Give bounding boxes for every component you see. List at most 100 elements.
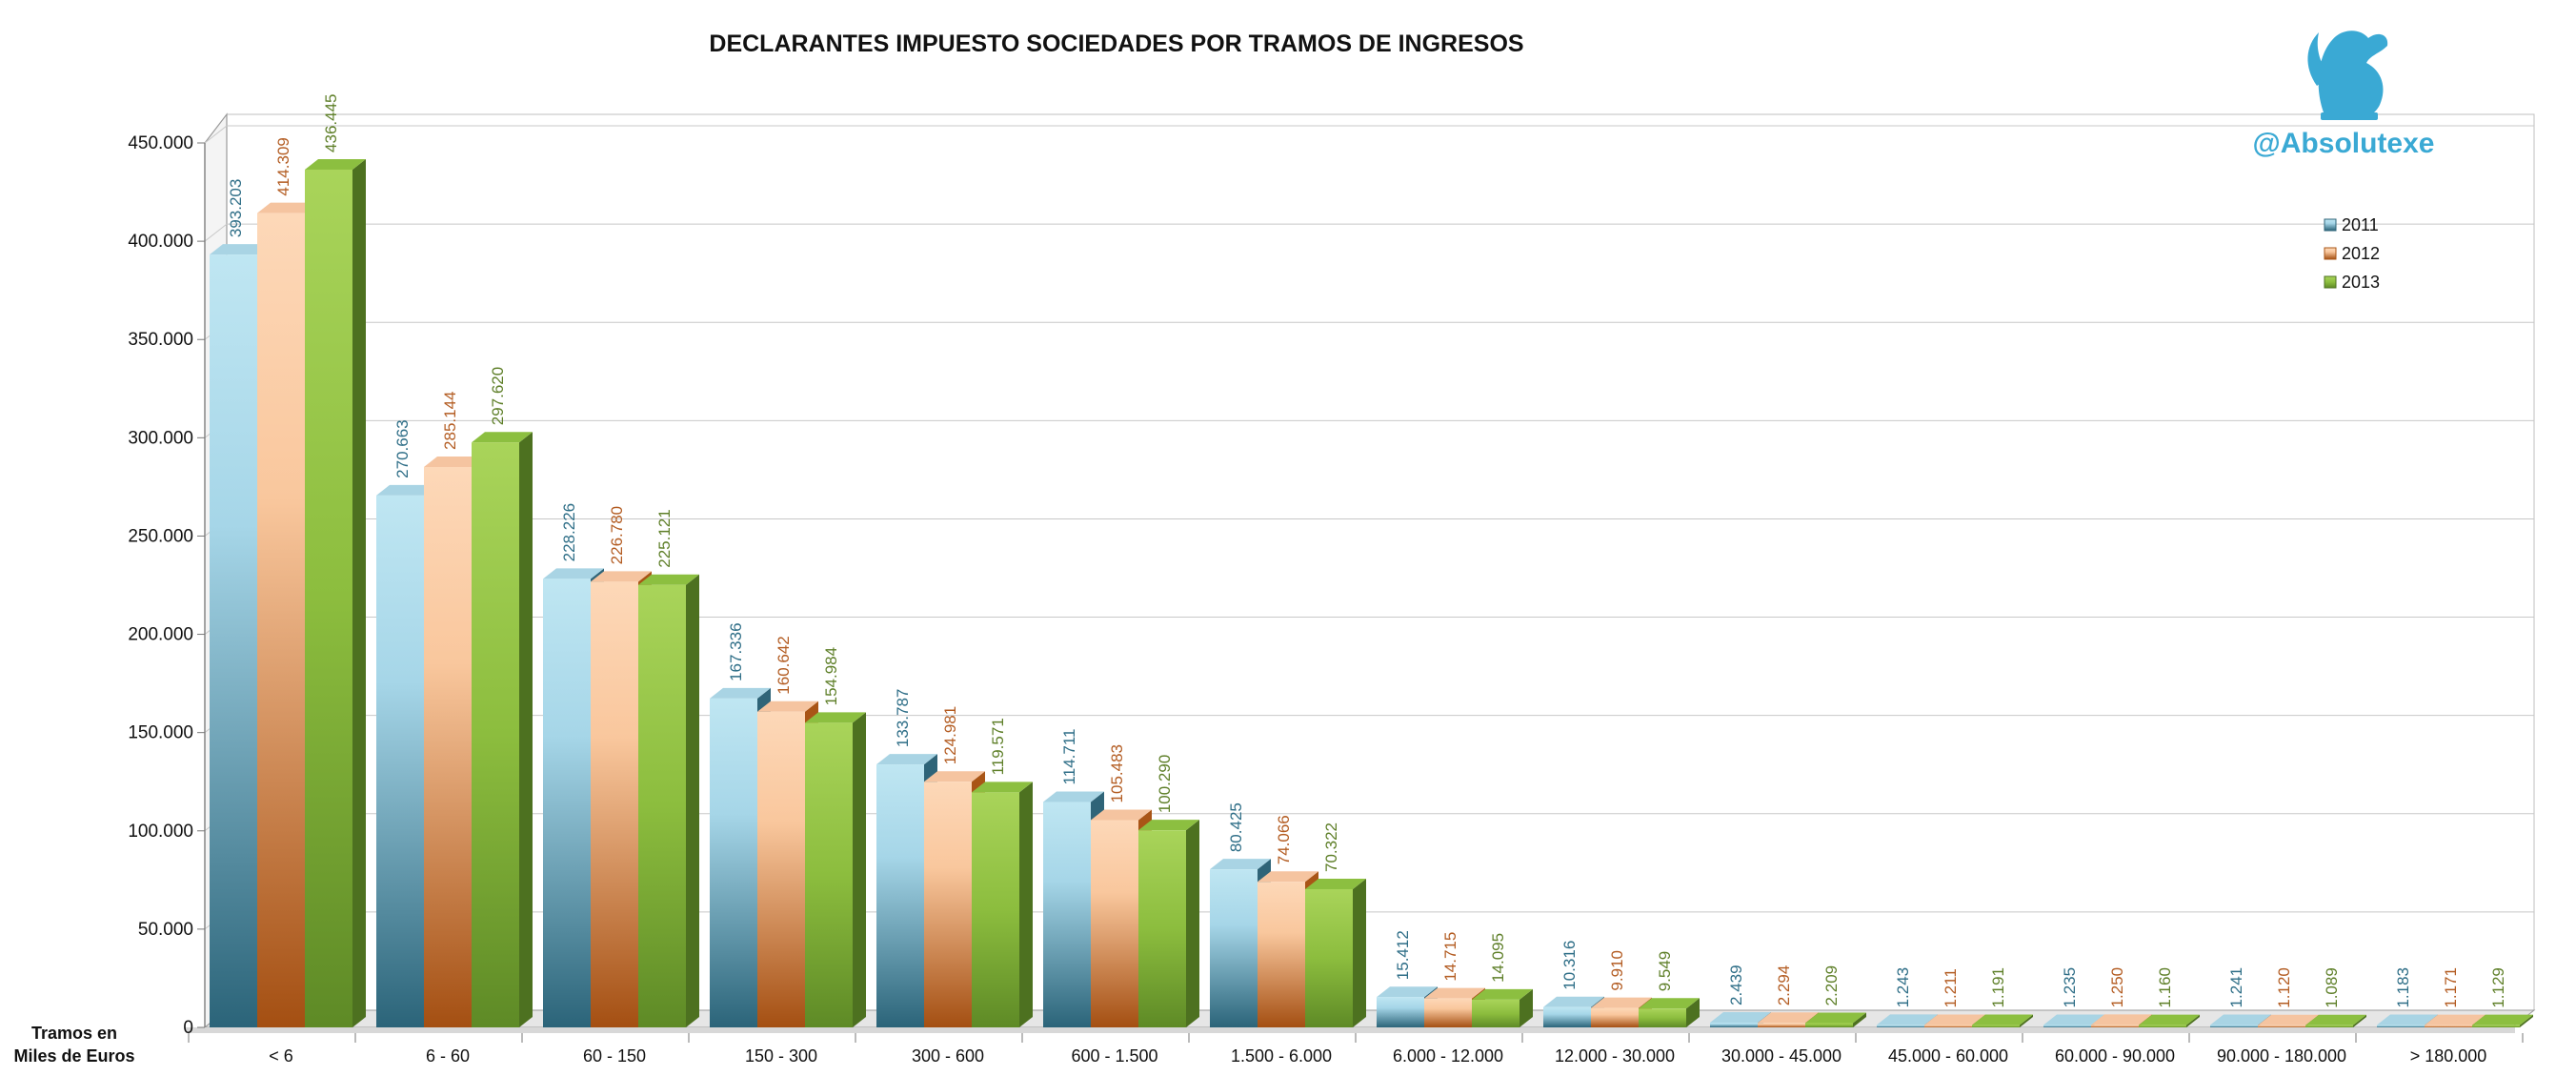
bar-front	[2472, 1025, 2520, 1027]
bar-front	[2210, 1025, 2258, 1027]
bar-top	[424, 456, 485, 467]
bar-front	[210, 254, 257, 1027]
data-label-2011: 228.226	[560, 503, 578, 561]
data-label-2011: 167.336	[727, 622, 745, 680]
bar-top	[591, 571, 652, 582]
bar-top	[1305, 878, 1366, 889]
bar-top	[1877, 1014, 1938, 1025]
data-label-2012: 226.780	[608, 506, 626, 564]
bar-2012	[1258, 871, 1318, 1027]
bar-front	[1758, 1023, 1805, 1027]
legend-item-2013: 2013	[2324, 273, 2380, 292]
data-label-2011: 270.663	[393, 419, 412, 477]
bar-2013	[1972, 1014, 2033, 1027]
bar-top	[2258, 1014, 2319, 1025]
data-label-2013: 9.549	[1656, 951, 1674, 992]
bar-side	[853, 712, 866, 1027]
bar-top	[2139, 1014, 2200, 1025]
data-label-2012: 74.066	[1275, 815, 1293, 864]
bar-top	[2305, 1014, 2366, 1025]
bar-top	[710, 687, 771, 699]
gridline-side	[204, 125, 228, 144]
x-axis-ticks: < 6 6 - 60 60 - 150 150 - 300 300 - 600 600 -…	[188, 1033, 2524, 1066]
data-label-2012: 1.171	[2442, 967, 2460, 1008]
x-tick-label: 1.500 - 6.000	[1231, 1046, 1332, 1066]
bar-front	[972, 792, 1019, 1027]
bar-2013	[1138, 820, 1199, 1027]
bar-front	[1543, 1006, 1591, 1027]
y-tick-label: 450.000	[128, 133, 193, 153]
bar-front	[1091, 820, 1138, 1027]
data-label-2013: 1.191	[1989, 967, 2007, 1008]
bar-2013	[2472, 1014, 2533, 1027]
bar-2013	[638, 574, 699, 1027]
bar-front	[591, 581, 638, 1027]
x-tick-label: 45.000 - 60.000	[1888, 1046, 2008, 1066]
bar-front	[1639, 1008, 1686, 1027]
bar-top	[376, 484, 437, 496]
x-tick-label: 150 - 300	[745, 1046, 817, 1066]
bar-top	[1091, 809, 1152, 821]
data-label-2013: 1.129	[2489, 967, 2507, 1008]
x-tick-label: 60.000 - 90.000	[2055, 1046, 2175, 1066]
bar-front	[1305, 888, 1353, 1027]
bar-top	[972, 782, 1033, 793]
bar-top	[2091, 1014, 2152, 1025]
bar-top	[305, 158, 366, 170]
data-label-2011: 114.711	[1060, 729, 1078, 785]
data-label-2012: 124.981	[941, 706, 959, 764]
data-label-2011: 393.203	[227, 179, 245, 237]
bar-front	[257, 213, 305, 1027]
data-label-2011: 2.439	[1727, 964, 1745, 1005]
bar-2013	[2139, 1014, 2200, 1027]
bar-front	[876, 764, 924, 1027]
bar-front	[805, 722, 853, 1027]
bar-side	[1519, 988, 1533, 1027]
x-tick-label: 300 - 600	[912, 1046, 984, 1066]
bar-front	[2377, 1025, 2425, 1027]
legend-swatch	[2324, 218, 2337, 232]
y-tick-label: 350.000	[128, 330, 193, 350]
y-tick-label: 150.000	[128, 723, 193, 743]
data-label-2012: 1.250	[2108, 967, 2126, 1008]
bar-top	[2210, 1014, 2271, 1025]
y-tick-label: 250.000	[128, 526, 193, 546]
bar-front	[1710, 1022, 1758, 1027]
bar-top	[210, 244, 271, 255]
data-label-2013: 2.209	[1822, 965, 1841, 1006]
legend-label: 2012	[2342, 244, 2380, 263]
bar-top	[1043, 791, 1104, 802]
bar-front	[2091, 1025, 2139, 1027]
bar-front	[1043, 802, 1091, 1027]
data-label-2011: 1.183	[2394, 967, 2412, 1008]
bar-top	[1972, 1014, 2033, 1025]
bar-top	[1805, 1012, 1866, 1024]
data-label-2012: 414.309	[274, 137, 292, 195]
bar-front	[2043, 1025, 2091, 1027]
bar-front	[638, 584, 686, 1027]
bar-side	[519, 432, 533, 1027]
bar-side	[1186, 820, 1199, 1027]
bar-front	[1591, 1007, 1639, 1027]
bar-front	[2425, 1025, 2472, 1027]
bar-side	[2353, 1014, 2366, 1027]
bar-side	[686, 574, 699, 1027]
data-label-2013: 70.322	[1322, 822, 1340, 872]
griffin-icon	[2307, 30, 2388, 120]
bar-top	[1258, 871, 1318, 883]
bars	[210, 158, 2533, 1027]
y-tick-label: 200.000	[128, 625, 193, 645]
bar-2013	[1472, 988, 1533, 1027]
bar-front	[1877, 1025, 1924, 1027]
bar-front	[1377, 997, 1424, 1027]
bar-side	[2520, 1014, 2533, 1027]
bar-front	[376, 495, 424, 1027]
bar-top	[1210, 859, 1271, 870]
data-label-2012: 14.715	[1441, 932, 1459, 982]
bar-side	[1686, 998, 1700, 1027]
bar-top	[757, 700, 818, 712]
bar-side	[2020, 1014, 2033, 1027]
bar-front	[1924, 1025, 1972, 1027]
data-label-2012: 1.211	[1942, 968, 1960, 1007]
legend-item-2012: 2012	[2324, 244, 2380, 263]
